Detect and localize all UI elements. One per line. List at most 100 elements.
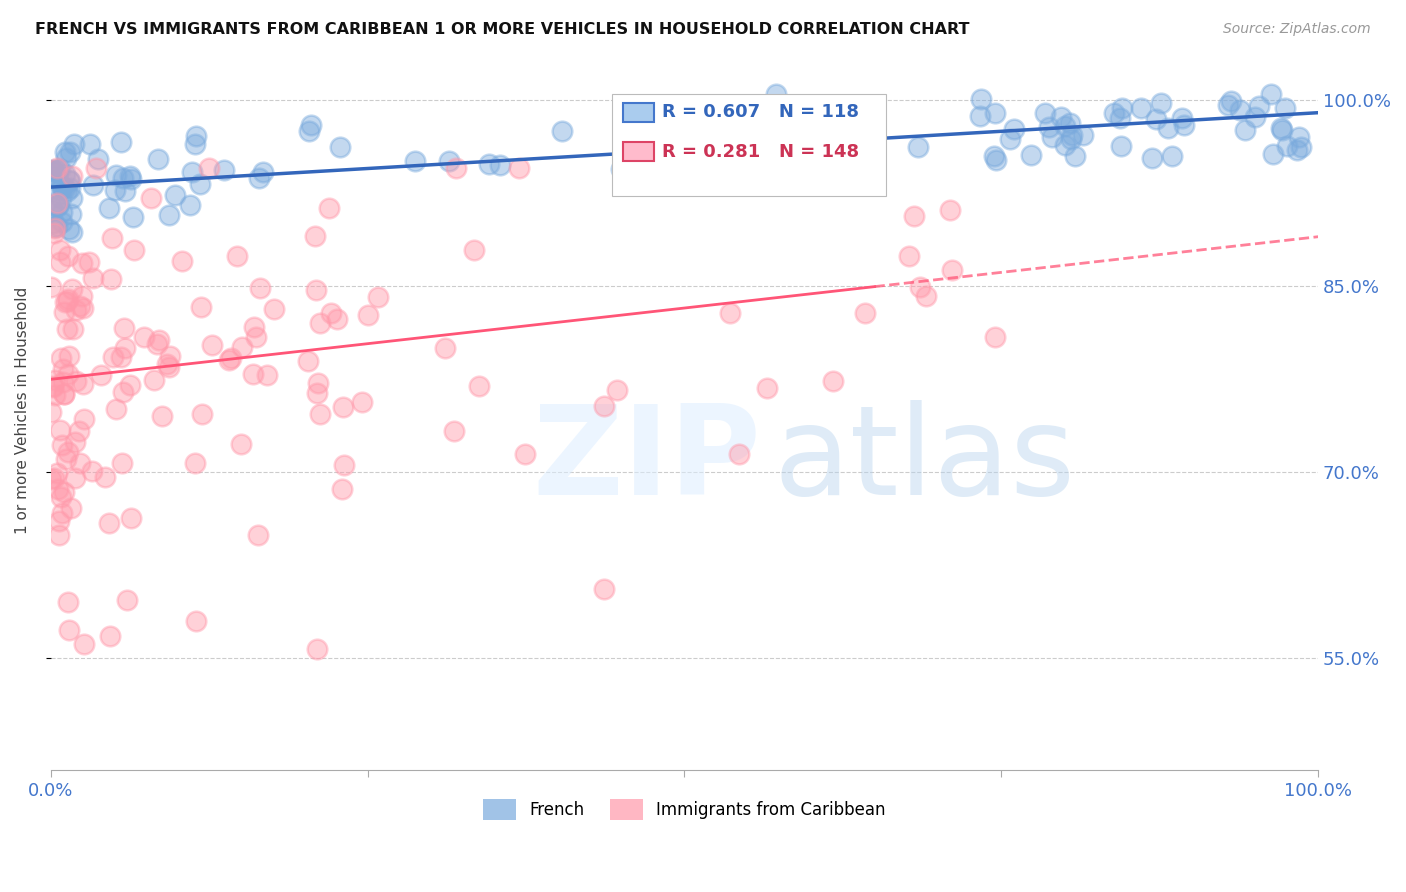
Point xyxy=(46,196,69,211)
Point xyxy=(201,337,224,351)
Text: R = 0.607   N = 118: R = 0.607 N = 118 xyxy=(662,103,859,121)
Point xyxy=(1234,122,1257,136)
Point xyxy=(212,163,235,178)
Point xyxy=(45,466,67,480)
Point xyxy=(48,514,70,528)
Point xyxy=(508,161,530,176)
Point xyxy=(1144,112,1167,127)
Point xyxy=(1173,118,1195,132)
Point xyxy=(51,214,73,228)
Point xyxy=(63,435,86,450)
Point xyxy=(98,202,121,216)
Point xyxy=(53,167,76,181)
Point xyxy=(1220,94,1243,108)
Point xyxy=(609,161,631,176)
Point xyxy=(941,262,963,277)
Point xyxy=(41,164,63,178)
Point xyxy=(73,411,96,425)
Point xyxy=(58,624,80,638)
Point xyxy=(146,153,169,167)
Point xyxy=(120,171,142,186)
Point xyxy=(53,304,76,318)
Point xyxy=(326,312,349,326)
Point xyxy=(59,206,82,220)
Point xyxy=(48,182,70,196)
Point xyxy=(986,153,1008,168)
Point xyxy=(938,202,960,217)
Point xyxy=(41,163,63,178)
Point xyxy=(56,184,79,198)
Point xyxy=(97,516,120,530)
Point xyxy=(488,158,510,172)
Point xyxy=(49,244,72,258)
Point xyxy=(56,293,79,307)
Point xyxy=(53,145,76,160)
Point xyxy=(1157,121,1180,136)
Point xyxy=(1109,139,1132,153)
Point xyxy=(53,387,76,401)
Point xyxy=(468,378,491,392)
Point xyxy=(104,168,127,182)
Point xyxy=(114,184,136,198)
Point xyxy=(1071,128,1094,142)
Point xyxy=(1260,87,1282,101)
Point xyxy=(1270,120,1292,135)
Point xyxy=(52,376,75,390)
Point xyxy=(45,219,67,233)
Point xyxy=(718,306,741,320)
Point xyxy=(439,153,461,168)
Point xyxy=(122,243,145,257)
Point xyxy=(1053,119,1076,133)
Point xyxy=(53,181,76,195)
Point xyxy=(49,191,72,205)
Point xyxy=(82,178,104,193)
Point xyxy=(319,306,342,320)
Text: Source: ZipAtlas.com: Source: ZipAtlas.com xyxy=(1223,22,1371,37)
Point xyxy=(1247,99,1270,113)
Point xyxy=(103,351,125,365)
Point xyxy=(118,169,141,184)
Point xyxy=(225,249,247,263)
Point xyxy=(44,373,66,387)
Point xyxy=(90,368,112,382)
Point xyxy=(198,161,221,176)
Point xyxy=(100,272,122,286)
Point xyxy=(1063,149,1085,163)
Point xyxy=(190,300,212,314)
Point xyxy=(404,153,426,168)
Text: R = 0.281   N = 148: R = 0.281 N = 148 xyxy=(662,143,859,161)
Point xyxy=(332,400,354,414)
Point xyxy=(51,506,73,520)
Point xyxy=(110,351,132,365)
Point xyxy=(1038,120,1060,134)
Point xyxy=(898,249,921,263)
Point xyxy=(39,472,62,486)
Point xyxy=(984,330,1007,344)
Point xyxy=(181,165,204,179)
Point xyxy=(231,340,253,354)
Point xyxy=(593,582,616,596)
Point xyxy=(593,399,616,413)
Point xyxy=(46,199,69,213)
Point xyxy=(1002,122,1025,136)
Point xyxy=(82,271,104,285)
Point xyxy=(165,188,187,202)
Point xyxy=(1274,101,1296,115)
Point xyxy=(247,171,270,186)
Point xyxy=(60,282,83,296)
Point xyxy=(908,279,931,293)
Point xyxy=(755,381,778,395)
Point xyxy=(51,204,73,219)
Point xyxy=(305,386,328,401)
Point xyxy=(298,124,321,138)
Point xyxy=(112,320,135,334)
Point xyxy=(1289,140,1312,154)
Text: ZIP: ZIP xyxy=(533,401,761,521)
Point xyxy=(1000,132,1022,146)
Point xyxy=(65,374,87,388)
Point xyxy=(184,456,207,470)
Point xyxy=(156,357,179,371)
Point xyxy=(42,380,65,394)
Point xyxy=(118,378,141,392)
Point xyxy=(67,424,90,438)
